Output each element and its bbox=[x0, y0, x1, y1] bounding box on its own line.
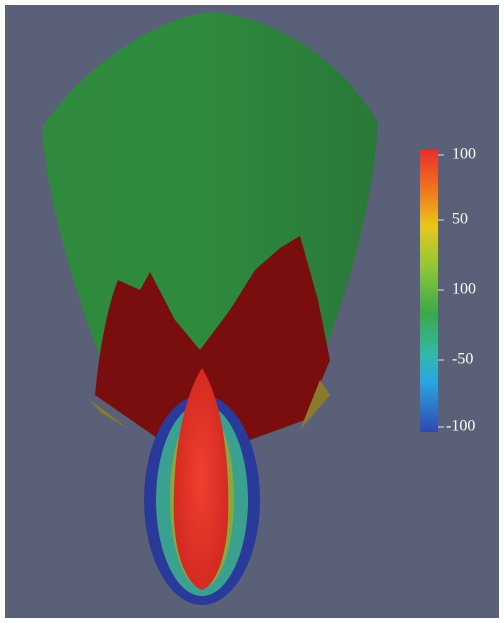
colorbar bbox=[420, 150, 438, 432]
hot-region bbox=[95, 236, 330, 440]
colorbar-label: 100 bbox=[452, 146, 476, 163]
colorbar-label: -100 bbox=[446, 418, 475, 435]
bulb-core bbox=[173, 368, 229, 590]
colorbar-label: 50 bbox=[452, 211, 468, 228]
colorbar-label: 100 bbox=[452, 281, 476, 298]
colorbar-label: -50 bbox=[452, 351, 473, 368]
colorbar-ticks bbox=[438, 154, 444, 428]
